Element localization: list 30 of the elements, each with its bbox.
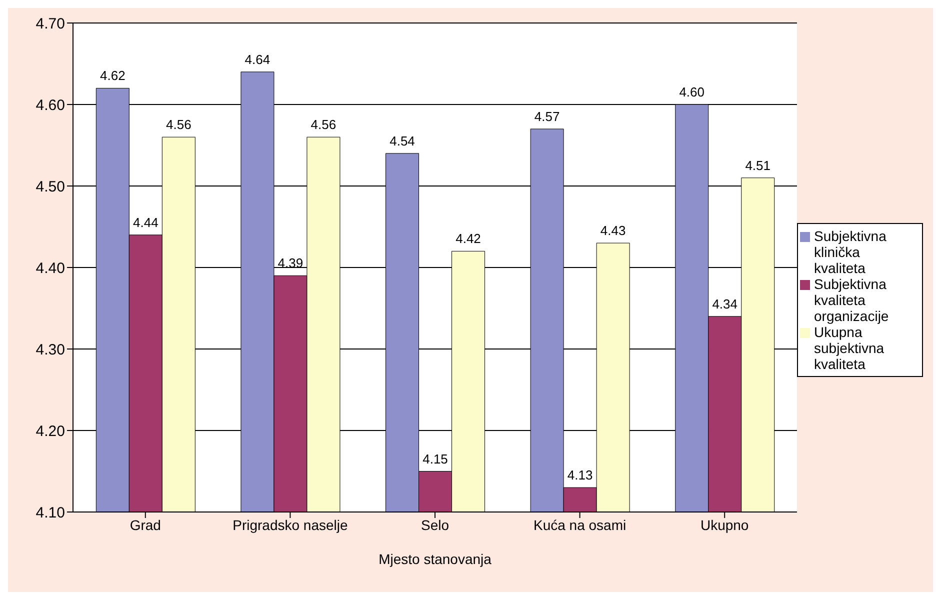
x-axis-title: Mjesto stanovanja xyxy=(378,551,492,567)
data-label: 4.54 xyxy=(390,133,415,148)
x-tick-label: Grad xyxy=(130,516,161,533)
data-label: 4.62 xyxy=(100,68,126,84)
data-label: 4.42 xyxy=(456,231,481,246)
data-label: 4.60 xyxy=(679,84,705,100)
data-label: 4.34 xyxy=(712,296,738,312)
y-tick-label: 4.60 xyxy=(36,96,65,114)
data-label: 4.56 xyxy=(310,117,336,132)
y-tick-label: 4.20 xyxy=(36,422,65,440)
y-tick-label: 4.10 xyxy=(36,504,65,522)
x-tick-label: Ukupno xyxy=(700,516,749,533)
data-label: 4.64 xyxy=(244,52,270,67)
legend-label: Subjektivna klinička kvaliteta xyxy=(814,228,888,276)
y-tick-label: 4.50 xyxy=(36,178,65,196)
data-label: 4.51 xyxy=(745,158,771,173)
legend-label: Ukupna subjektivna kvaliteta xyxy=(814,324,886,372)
x-tick-label: Kuća na osami xyxy=(533,516,626,533)
data-label: 4.57 xyxy=(534,108,560,124)
y-tick-label: 4.30 xyxy=(36,341,65,358)
data-label: 4.43 xyxy=(600,223,626,238)
data-label: 4.13 xyxy=(567,468,593,483)
x-tick-label: Selo xyxy=(420,516,450,533)
legend-label: Subjektivna kvaliteta organizacije xyxy=(814,276,890,324)
x-tick-label: Prigradsko naselje xyxy=(232,516,348,533)
data-label: 4.15 xyxy=(422,451,448,466)
data-label: 4.56 xyxy=(166,117,192,132)
data-label: 4.44 xyxy=(133,214,158,230)
y-tick-label: 4.40 xyxy=(36,260,65,277)
y-tick-label: 4.70 xyxy=(36,15,65,32)
